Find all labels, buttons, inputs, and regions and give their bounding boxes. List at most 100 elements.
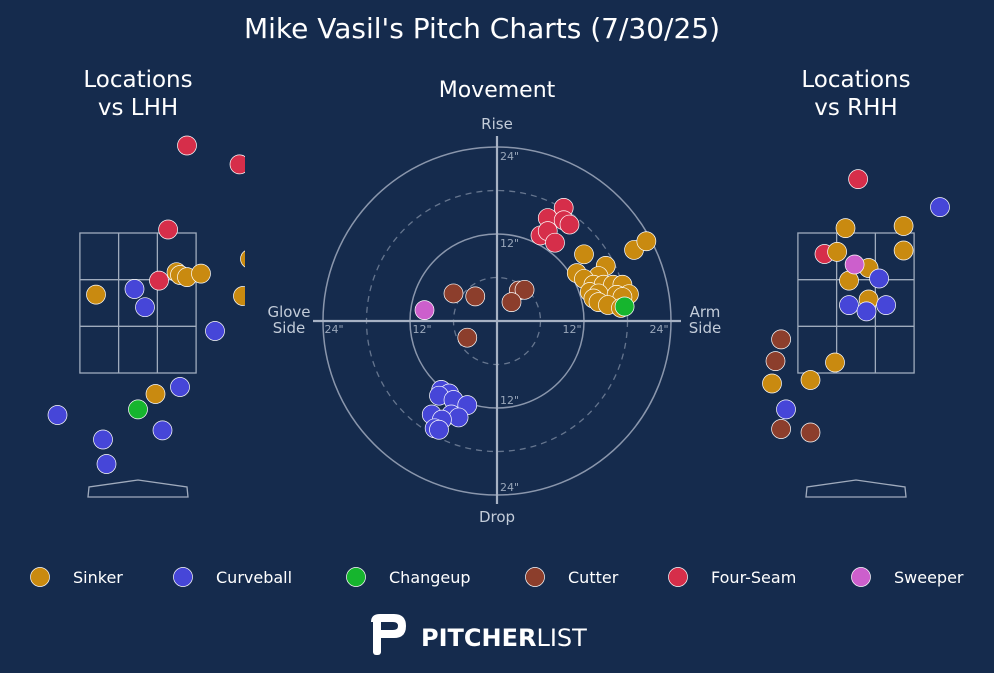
legend-label: Sweeper [894,568,964,587]
movement-tick-label: 24" [324,323,343,336]
axis-label-arm-side-line: Side [689,319,721,337]
pitch-point-sinker [191,263,211,284]
pitch-point-curveball [93,429,113,450]
locations-vs-rhh-title: Locations vs RHH [801,67,910,121]
locations-vs-lhh-strike-zone [79,232,197,374]
locations-vs-rhh-points [762,169,950,443]
pitch-point-sinker [835,218,856,238]
pitch-point-cutter [765,351,786,371]
pitch-point-cutter [443,283,464,304]
axis-label-rise-line: Rise [481,115,513,133]
legend-item-sinker: Sinker [30,567,123,587]
pitch-point-four-seam [158,219,178,240]
legend-item-cutter: Cutter [525,567,619,587]
pitch-point-cutter [771,329,791,350]
movement-tick-label: 12" [500,394,519,407]
locations-vs-lhh-title-line: Locations [83,67,192,93]
axis-label-drop-line: Drop [479,508,515,526]
locations-vs-rhh-panel: Locations vs RHH [762,67,950,498]
axis-label-glove-side-line: Side [273,319,305,337]
pitch-point-four-seam [149,270,169,291]
strike-zone-border [797,232,915,374]
pitch-point-curveball [930,197,950,217]
locations-vs-rhh-home-plate [805,479,907,498]
axis-label-rise: Rise [481,115,513,133]
pitch-point-curveball [135,297,155,318]
legend: Sinker Curveball Changeup Cutter Four-Seam Sw… [30,567,964,587]
pitch-point-four-seam [559,214,580,235]
pitch-point-curveball [876,295,896,315]
axis-label-glove-side-line: Glove [267,303,310,321]
axis-label-glove-side: Glove Side [267,303,310,337]
pitch-point-sweeper [414,300,435,320]
axis-label-arm-side-line: Arm [690,303,721,321]
pitch-point-four-seam [545,232,565,253]
pitch-point-changeup [128,399,148,420]
pitch-point-changeup [614,296,635,317]
pitch-point-curveball [205,321,225,341]
pitch-point-curveball [869,268,889,289]
pitcherlist-logo: PITCHERLIST [371,614,587,655]
pitch-point-curveball [448,407,469,428]
legend-label: Cutter [568,568,619,587]
locations-vs-lhh-title: Locations vs LHH [83,67,192,121]
pitch-point-sinker [574,244,594,265]
legend-item-changeup: Changeup [346,567,471,587]
pitch-point-four-seam [848,169,868,189]
locations-vs-lhh-points [47,135,245,474]
pitch-point-four-seam [177,135,197,156]
legend-marker [525,567,545,587]
pitch-point-sinker [233,286,245,306]
pitch-point-cutter [465,286,486,307]
legend-label: Curveball [216,568,292,587]
movement-title-line: Movement [439,78,556,103]
pitch-point-curveball [96,454,117,474]
axis-label-arm-side: Arm Side [689,303,721,337]
movement-tick-label: 12" [412,323,431,336]
legend-marker [668,567,688,587]
main-title: Mike Vasil's Pitch Charts (7/30/25) [244,12,720,45]
locations-vs-lhh-panel: Locations vs LHH [47,67,245,498]
locations-vs-rhh-title-line: Locations [801,67,910,93]
pitch-point-four-seam [229,154,245,175]
legend-marker [30,567,50,587]
axis-label-drop: Drop [479,508,515,526]
pitch-point-curveball [124,279,145,299]
pitch-point-sinker [636,231,657,252]
movement-tick-label: 24" [500,481,519,494]
legend-item-four-seam: Four-Seam [668,567,796,587]
movement-points [414,198,657,440]
pitch-point-curveball [47,405,68,425]
pitcherlist-logo-text: PITCHERLIST [421,624,587,652]
legend-label: Sinker [73,568,123,587]
locations-vs-lhh-title-line: vs LHH [98,95,178,121]
pitch-point-sweeper [844,254,865,275]
pitch-point-sinker [893,216,914,236]
pitch-point-cutter [457,327,478,348]
pitch-point-cutter [514,279,535,300]
locations-vs-lhh-home-plate [87,479,189,498]
pitch-point-cutter [501,292,522,312]
legend-item-curveball: Curveball [173,567,292,587]
legend-marker [173,567,193,587]
pitch-point-curveball [776,399,796,420]
pitch-point-sinker [240,250,245,268]
pitch-point-curveball [856,301,877,322]
pitch-point-sinker [800,370,821,390]
pitch-point-sinker [762,373,782,394]
pitch-point-sinker [145,384,166,404]
pitch-point-sinker [86,284,106,305]
pitch-point-cutter [800,422,821,443]
legend-marker [346,567,366,587]
logo-bold: PITCHER [421,624,536,652]
pitch-point-sinker [827,242,847,262]
pitch-point-curveball [429,419,449,440]
movement-tick-label: 24" [500,150,519,163]
legend-marker [851,567,871,587]
pitch-point-cutter [771,419,791,439]
movement-tick-label: 24" [649,323,668,336]
strike-zone-border [79,232,197,374]
pitch-point-curveball [839,295,859,315]
